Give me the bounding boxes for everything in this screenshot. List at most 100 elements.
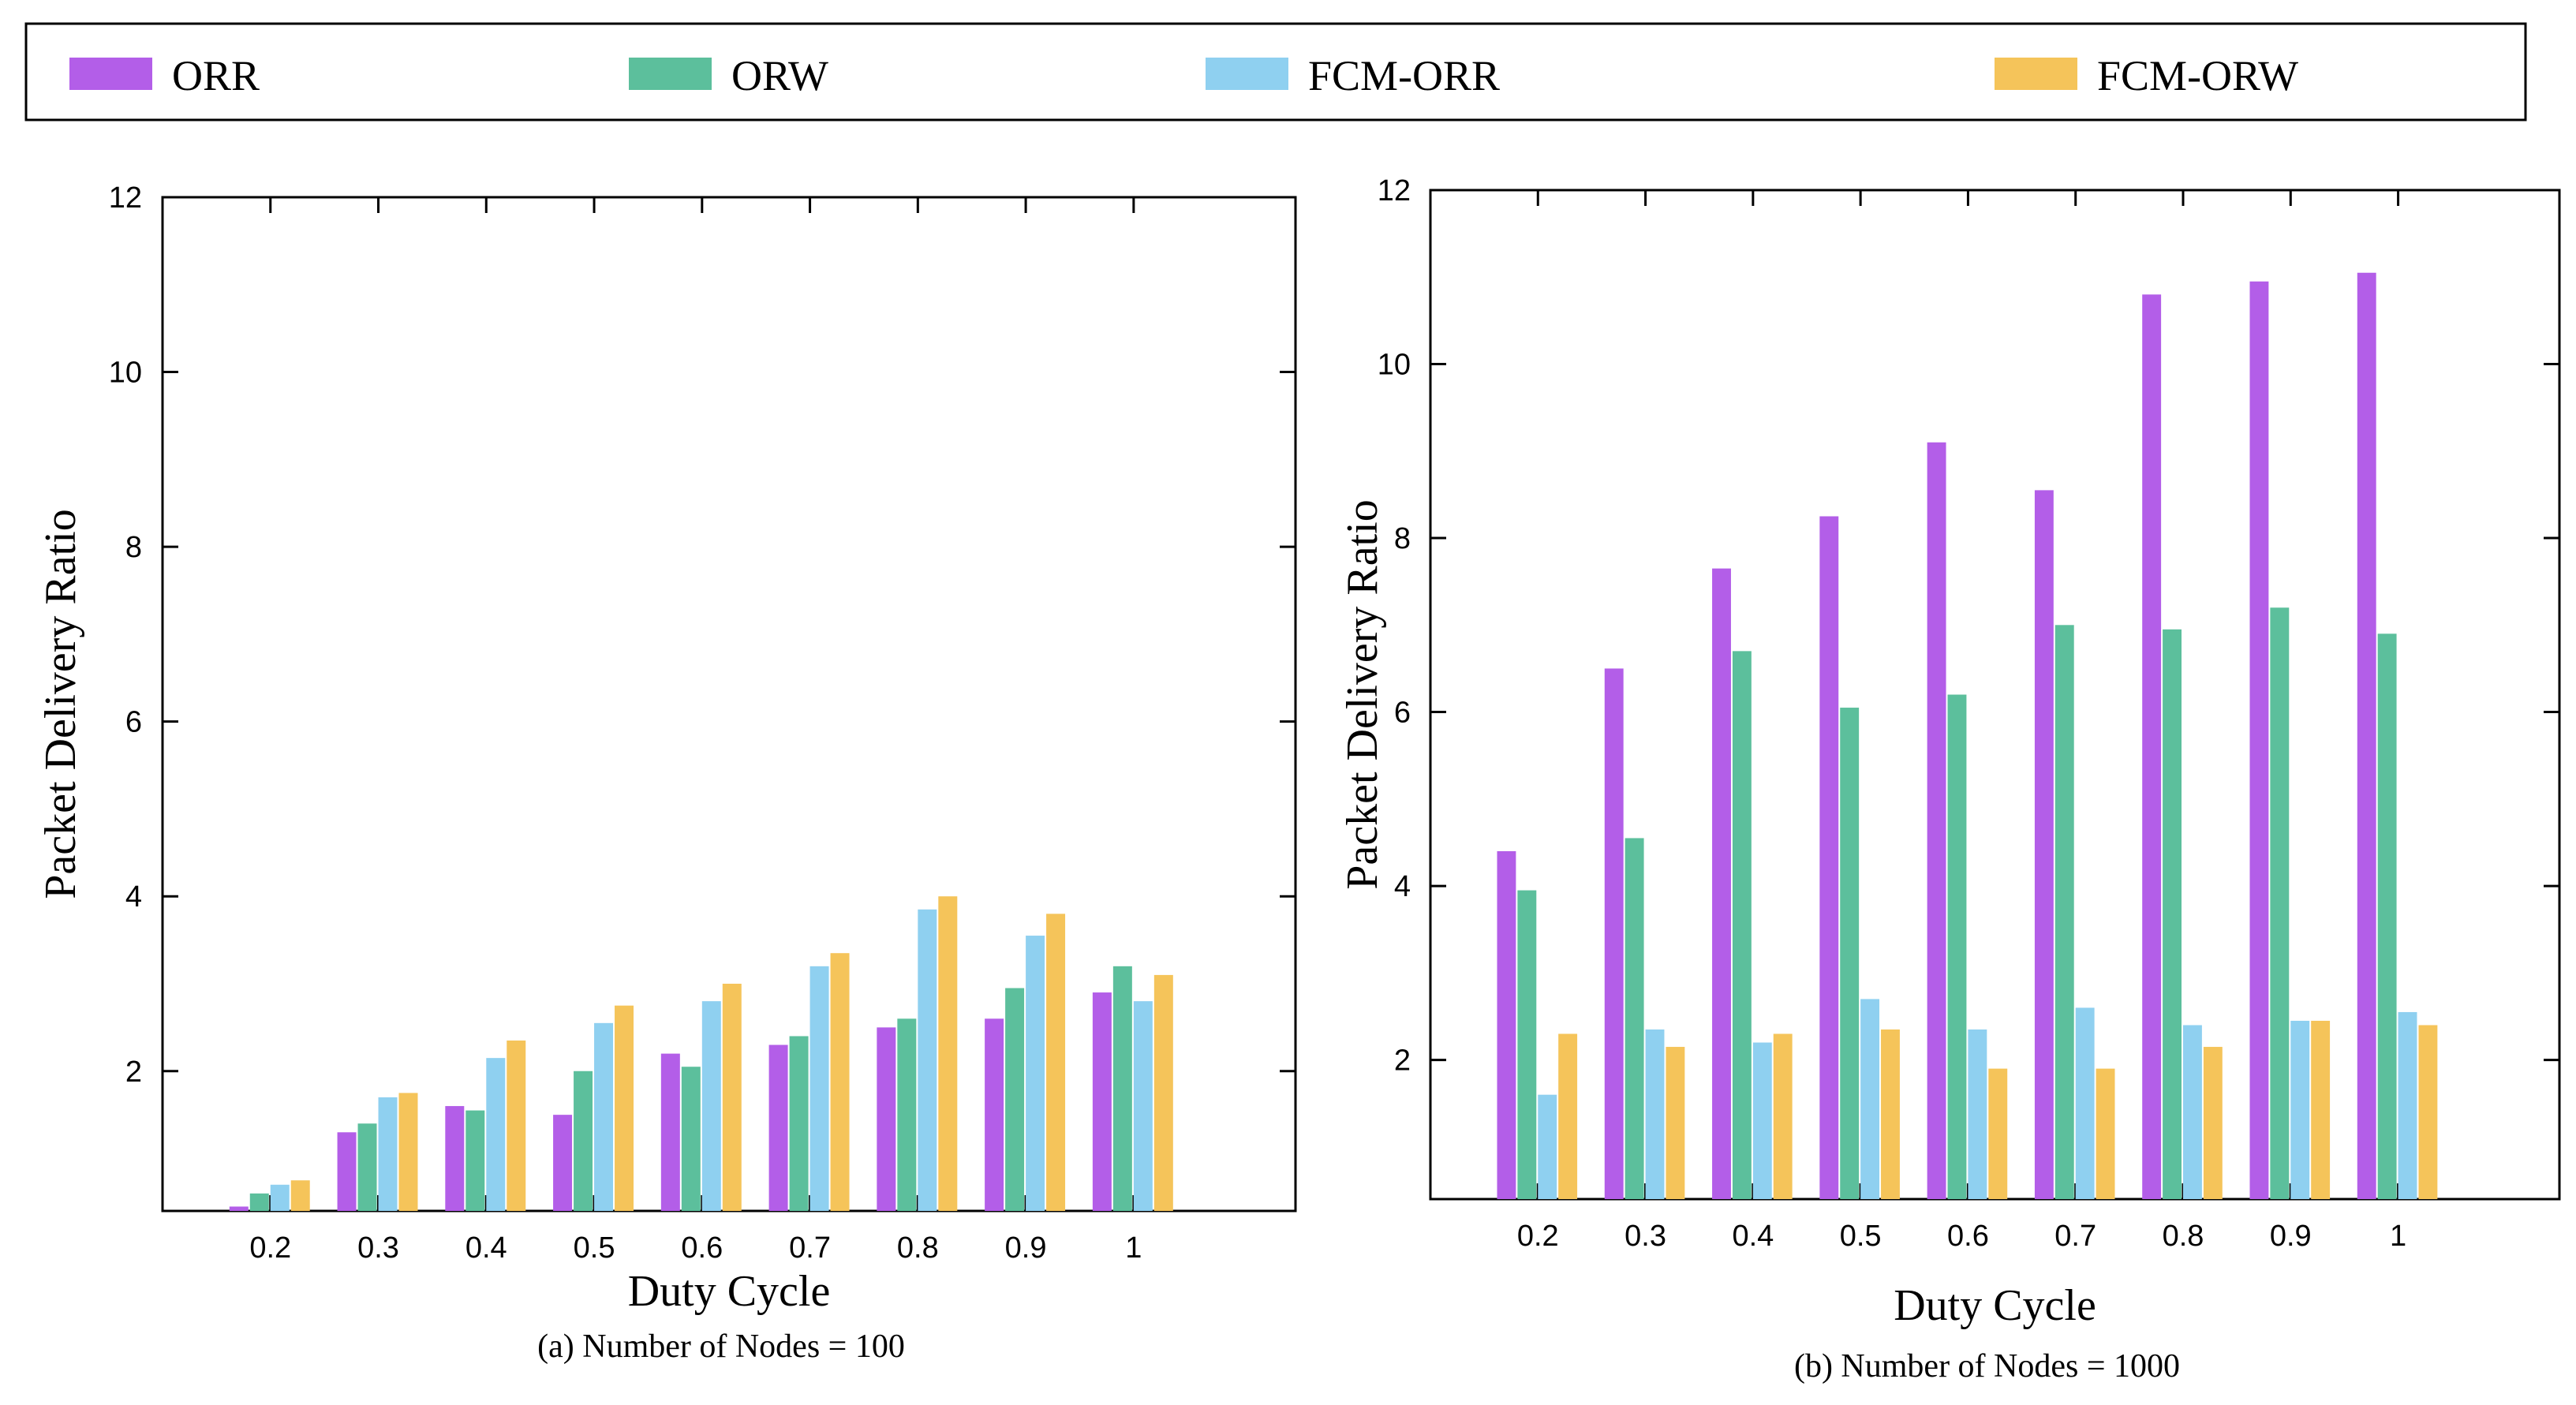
bar-orr-0.2 — [1497, 850, 1516, 1199]
bar-fcm-orr-0.9 — [2290, 1020, 2310, 1199]
x-tick-label: 0.2 — [1517, 1220, 1559, 1253]
bar-orw-0.3 — [357, 1123, 377, 1211]
chart-panel-a: 2 4 6 8 10 12 0.2 0.3 0.4 0.5 0.6 0.7 0.8 0.9 1 Duty Cy… — [36, 181, 1297, 1365]
x-tick-label: 0.9 — [1005, 1231, 1047, 1265]
bar-fcm-orw-0.9 — [1046, 914, 1066, 1211]
bar-fcm-orw-0.7 — [2096, 1068, 2115, 1199]
bar-fcm-orw-0.4 — [1773, 1033, 1793, 1199]
bar-fcm-orr-0.5 — [1860, 999, 1880, 1199]
bar-orr-0.6 — [1927, 442, 1946, 1199]
bar-orr-0.3 — [337, 1132, 357, 1211]
bar-orw-0.4 — [465, 1110, 485, 1211]
legend-swatch-orw — [629, 58, 712, 90]
bar-orw-0.2 — [1517, 890, 1537, 1199]
bar-orw-1 — [2377, 633, 2397, 1199]
y-tick-label: 10 — [1378, 349, 1411, 382]
bar-orw-0.6 — [1947, 694, 1967, 1199]
y-tick-label: 2 — [125, 1056, 142, 1089]
bar-fcm-orw-0.2 — [290, 1180, 310, 1211]
bar-orw-1 — [1112, 966, 1132, 1211]
x-tick-label: 0.5 — [574, 1231, 615, 1265]
bar-orw-0.7 — [2054, 625, 2074, 1199]
bar-orr-0.7 — [768, 1044, 788, 1211]
bar-orw-0.5 — [1840, 708, 1860, 1199]
y-tick-label: 2 — [1394, 1044, 1411, 1078]
bar-fcm-orr-0.4 — [486, 1058, 506, 1211]
bar-orr-0.8 — [877, 1027, 896, 1211]
x-tick-label: 0.9 — [2270, 1220, 2312, 1253]
y-tick-label: 12 — [1378, 174, 1411, 207]
bar-fcm-orw-0.8 — [938, 896, 958, 1211]
x-axis-title: Duty Cycle — [628, 1267, 831, 1316]
bar-fcm-orw-0.6 — [722, 983, 742, 1211]
legend-label-fcm-orr: FCM-ORR — [1308, 52, 1500, 99]
bar-fcm-orw-0.2 — [1558, 1033, 1578, 1199]
bar-orr-0.7 — [2034, 490, 2054, 1199]
x-axis-title: Duty Cycle — [1894, 1281, 2096, 1330]
bar-fcm-orw-0.3 — [398, 1093, 418, 1211]
bar-orr-0.5 — [553, 1115, 573, 1211]
x-tick-label: 0.4 — [465, 1231, 507, 1265]
x-tick-label: 0.5 — [1840, 1220, 1882, 1253]
bar-orr-0.4 — [1712, 568, 1731, 1199]
bar-orr-0.8 — [2142, 294, 2162, 1200]
bar-orw-0.8 — [897, 1018, 917, 1211]
y-axis-title: Packet Delivery Ratio — [1338, 499, 1387, 890]
x-tick-label: 0.3 — [1624, 1220, 1666, 1253]
bar-orr-0.9 — [985, 1018, 1004, 1211]
y-tick-label: 8 — [125, 531, 142, 564]
legend: ORR ORW FCM-ORR FCM-ORW — [24, 22, 2527, 121]
x-tick-label: 0.4 — [1732, 1220, 1774, 1253]
y-tick-label: 10 — [109, 357, 142, 390]
legend-swatch-fcm-orw — [1995, 58, 2077, 90]
bar-orr-1 — [2357, 272, 2376, 1199]
y-tick-label: 6 — [1394, 697, 1411, 730]
bar-orr-0.6 — [660, 1053, 680, 1211]
bar-fcm-orw-1 — [2418, 1025, 2438, 1199]
panel-caption: (b) Number of Nodes = 1000 — [1794, 1348, 2180, 1384]
bar-fcm-orw-0.9 — [2311, 1020, 2331, 1199]
bar-orw-0.4 — [1732, 651, 1752, 1199]
bar-fcm-orr-0.9 — [1026, 936, 1045, 1211]
bar-orr-0.4 — [445, 1106, 465, 1211]
bar-fcm-orw-0.4 — [507, 1040, 526, 1211]
bar-fcm-orr-0.4 — [1752, 1042, 1772, 1199]
bar-fcm-orr-0.8 — [918, 909, 937, 1211]
bar-orw-0.5 — [574, 1071, 593, 1211]
x-tick-label: 0.8 — [2163, 1220, 2204, 1253]
y-tick-label: 8 — [1394, 522, 1411, 555]
legend-swatch-orr — [69, 58, 152, 90]
bar-orw-0.8 — [2163, 629, 2182, 1199]
legend-label-fcm-orw: FCM-ORW — [2097, 52, 2298, 99]
y-tick-label: 4 — [125, 880, 142, 914]
bar-fcm-orr-0.6 — [701, 1001, 721, 1211]
bar-orw-0.3 — [1624, 838, 1644, 1199]
x-tick-label: 0.2 — [249, 1231, 291, 1265]
x-tick-label: 0.3 — [357, 1231, 399, 1265]
bar-fcm-orr-0.5 — [594, 1022, 614, 1211]
y-tick-label: 12 — [109, 181, 142, 215]
bar-fcm-orw-1 — [1153, 974, 1173, 1211]
bar-fcm-orr-0.6 — [1968, 1029, 1987, 1199]
bar-orw-0.9 — [1005, 988, 1025, 1211]
bar-fcm-orw-0.7 — [830, 953, 850, 1211]
bar-fcm-orr-0.8 — [2183, 1025, 2202, 1199]
bar-fcm-orr-0.3 — [378, 1097, 398, 1211]
y-axis-title: Packet Delivery Ratio — [36, 509, 85, 899]
x-tick-label: 0.6 — [1947, 1220, 1989, 1253]
chart-panel-b: 2 4 6 8 10 12 0.2 0.3 0.4 0.5 0.6 0.7 0.8 0.9 1 Duty Cy… — [1338, 174, 2561, 1384]
legend-swatch-fcm-orr — [1206, 58, 1288, 90]
bar-orw-0.2 — [249, 1193, 269, 1211]
legend-label-orr: ORR — [172, 52, 260, 99]
bar-orw-0.7 — [789, 1036, 809, 1211]
bar-fcm-orr-0.2 — [270, 1184, 290, 1211]
bar-fcm-orr-0.3 — [1645, 1029, 1665, 1199]
bar-orw-0.6 — [681, 1067, 701, 1211]
bar-fcm-orr-0.7 — [809, 966, 829, 1211]
bar-orr-0.9 — [2249, 281, 2269, 1200]
x-tick-label: 0.8 — [897, 1231, 939, 1265]
y-tick-label: 4 — [1394, 870, 1411, 903]
x-tick-label: 0.7 — [2054, 1220, 2096, 1253]
bar-fcm-orr-0.2 — [1538, 1094, 1557, 1199]
